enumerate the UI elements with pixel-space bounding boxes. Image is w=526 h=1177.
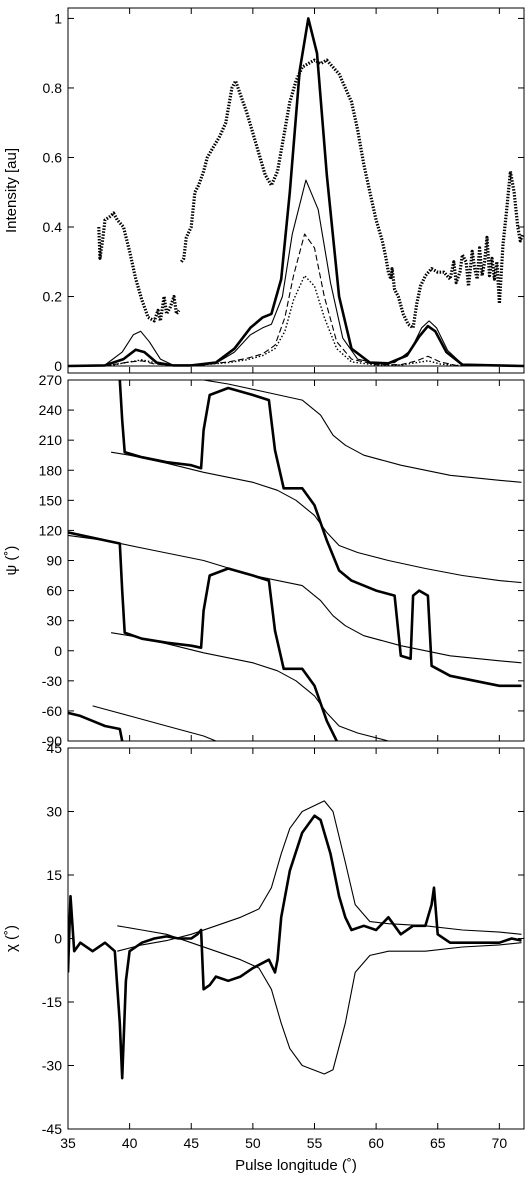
series-line-0 [117, 925, 522, 1075]
x-tick-label: 65 [430, 1135, 446, 1151]
y-tick-label: 15 [46, 867, 62, 883]
series-group [68, 800, 522, 1080]
y-tick-label: 270 [39, 372, 63, 388]
y-axis-label: χ (˚) [3, 925, 20, 952]
y-tick-label: -30 [42, 1058, 62, 1074]
series-line-1 [117, 800, 522, 952]
series-line-6 [118, 380, 522, 688]
series-line-7 [68, 711, 124, 741]
x-tick-label: 70 [492, 1135, 508, 1151]
series-line-0 [111, 451, 522, 584]
series-line-1 [68, 179, 524, 367]
series-line-2 [68, 534, 522, 664]
y-tick-label: 0.6 [43, 149, 63, 165]
x-tick-label: 40 [122, 1135, 138, 1151]
series-line-4 [97, 58, 524, 330]
y-tick-label: 0 [54, 931, 62, 947]
panel-0: 0 0.2 0.4 0.6 0.8 1 Intensity [au] [3, 7, 525, 374]
y-tick-label: -15 [42, 994, 62, 1010]
y-axis-label: Intensity [au] [3, 148, 20, 233]
x-tick-label: 60 [368, 1135, 384, 1151]
series-group [68, 380, 522, 741]
y-tick-label: 150 [39, 492, 63, 508]
series-group [68, 17, 524, 368]
y-tick-label: 90 [46, 553, 62, 569]
y-tick-label: 0 [54, 358, 62, 374]
plot-frame [67, 7, 525, 374]
series-line-1 [111, 632, 389, 741]
series-line-0 [68, 17, 524, 368]
y-tick-label: 240 [39, 402, 63, 418]
y-tick-label: -90 [42, 733, 62, 749]
y-tick-label: 60 [46, 583, 62, 599]
y-tick-label: 210 [39, 432, 63, 448]
y-tick-label: 45 [46, 740, 62, 756]
panel-1: -90 -60 -30 0 30 60 90 120 150 180 210 240 270 ψ (˚) [3, 372, 525, 749]
plot-frame [67, 379, 525, 742]
y-tick-label: -45 [42, 1121, 62, 1137]
y-tick-label: 0.2 [43, 289, 63, 305]
series-line-4 [92, 705, 217, 741]
series-line-2 [68, 814, 522, 1080]
series-line-3 [203, 380, 522, 483]
x-axis-label: Pulse longitude (˚) [235, 1157, 357, 1174]
series-line-5 [68, 531, 338, 741]
plot-frame [67, 747, 525, 1130]
y-tick-label: -30 [42, 673, 62, 689]
panel-2: 35 40 45 50 55 60 65 70 -45 -30 -15 0 15 30 45 χ (˚) [3, 740, 525, 1151]
y-tick-label: 120 [39, 522, 63, 538]
x-tick-label: 50 [245, 1135, 261, 1151]
y-tick-label: 30 [46, 613, 62, 629]
y-axis-label: ψ (˚) [3, 546, 20, 576]
series-line-3 [68, 275, 524, 367]
y-tick-label: 30 [46, 804, 62, 820]
x-tick-label: 35 [60, 1135, 76, 1151]
y-tick-label: 0.4 [43, 219, 63, 235]
y-tick-label: 180 [39, 462, 63, 478]
y-tick-label: 0 [54, 643, 62, 659]
y-tick-label: -60 [42, 703, 62, 719]
y-tick-label: 1 [54, 10, 62, 26]
x-tick-label: 55 [307, 1135, 323, 1151]
series-line-2 [68, 233, 524, 367]
y-tick-label: 0.8 [43, 80, 63, 96]
x-tick-label: 45 [183, 1135, 199, 1151]
